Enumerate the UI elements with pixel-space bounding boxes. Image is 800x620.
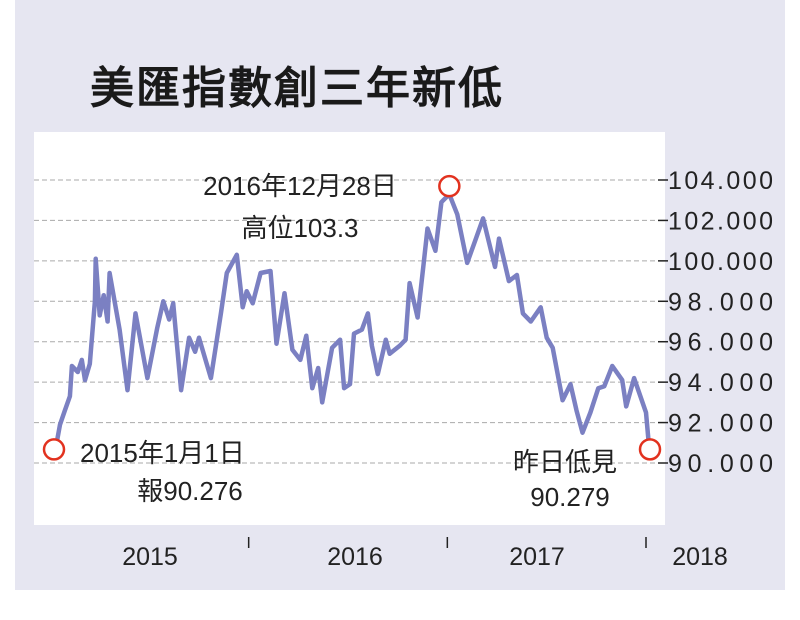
annotation-label: 2016年12月28日 xyxy=(203,171,397,201)
y-tick-label: 100.000 xyxy=(668,248,773,276)
series-line xyxy=(51,191,653,458)
y-tick-label: 96.000 xyxy=(668,329,773,357)
annotation-marker xyxy=(42,438,66,461)
chart-title: 美匯指數創三年新低 xyxy=(90,63,504,114)
annotation-value: 高位103.3 xyxy=(241,213,358,243)
annotation-value: 報90.276 xyxy=(137,476,243,506)
y-tick-label: 90.000 xyxy=(668,450,773,478)
annotation-value: 90.279 xyxy=(530,482,610,512)
annotation-marker xyxy=(438,174,461,198)
y-tick-label: 104.000 xyxy=(668,167,773,195)
y-tick-label: 94.000 xyxy=(668,369,773,397)
annotation-label: 2015年1月1日 xyxy=(80,438,245,468)
x-tick-label: 2017 xyxy=(509,543,565,571)
x-tick-label: 2016 xyxy=(327,543,383,571)
y-tick-label: 102.000 xyxy=(668,207,773,235)
x-tick-label: 2018 xyxy=(672,543,728,571)
y-tick-label: 98.000 xyxy=(668,288,773,316)
annotation-label: 昨日低見 xyxy=(513,447,617,477)
x-tick-label: 2015 xyxy=(122,543,178,571)
y-tick-label: 92.000 xyxy=(668,410,773,438)
annotation-marker xyxy=(638,438,662,461)
